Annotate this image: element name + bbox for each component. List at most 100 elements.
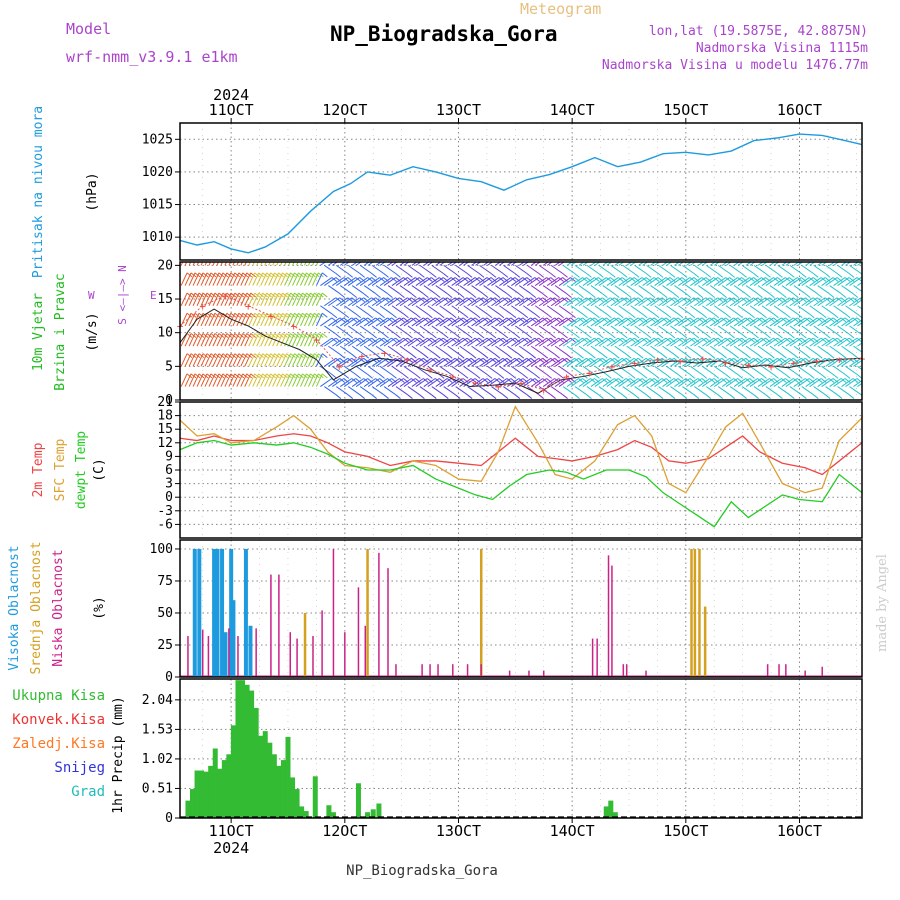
wind-barb-flag (458, 357, 465, 363)
wind-barb-flag (617, 313, 624, 319)
wind-barb-flag (578, 378, 584, 383)
wind-barb (713, 337, 726, 347)
wind-barb-flag (478, 277, 485, 282)
wind-barb-flag (570, 277, 576, 282)
wind-barb-flag (482, 317, 489, 323)
station-title: NP_Biogradska_Gora (330, 22, 558, 46)
wind-barb (861, 264, 862, 267)
wind-barb-flag (804, 378, 811, 383)
wind-barb (459, 345, 472, 355)
wind-barb (837, 277, 850, 286)
wind-barb (399, 345, 412, 355)
wind-barb (570, 337, 583, 347)
panel-frame (179, 122, 863, 261)
wind-barb-flag (705, 333, 712, 339)
wind-barb (682, 297, 695, 307)
wind-barb (459, 317, 472, 327)
wind-barb-flag (701, 317, 708, 323)
wind-barb-flag (804, 317, 811, 323)
wind-barb (773, 365, 786, 375)
wind-barb (268, 272, 276, 286)
wind-barb-flag (598, 394, 604, 399)
wind-gust-marker: + (199, 300, 206, 313)
wind-barb (204, 313, 212, 327)
wind-barb (487, 365, 500, 375)
wind-barb (332, 365, 345, 375)
wind-barb (375, 262, 382, 266)
wind-barb (777, 357, 790, 367)
wind-barb-flag (745, 353, 751, 359)
wind-barb-flag (430, 357, 437, 363)
wind-barb (320, 277, 333, 286)
wind-barb (292, 333, 299, 347)
wind-barb-flag (621, 273, 628, 278)
lonlat-text: lon,lat (19.5875E, 42.8875N) (648, 24, 868, 39)
wind-barb-flag (458, 353, 465, 359)
wind-barb (256, 262, 259, 266)
wind-barb-flag (423, 317, 429, 323)
wind-barb (387, 357, 400, 367)
wind-barb (745, 262, 752, 266)
wind-barb (845, 337, 858, 347)
wind-barb-flag (873, 358, 878, 362)
wind-barb (379, 365, 392, 375)
wind-barb (678, 365, 691, 375)
wind-barb-flag (271, 253, 276, 257)
wind-barb-flag (430, 333, 437, 339)
wind-barb (447, 262, 454, 266)
wind-barb (507, 345, 520, 355)
wind-barb (475, 305, 488, 315)
wind-barb-flag (538, 273, 545, 278)
wind-barb-flag (494, 378, 501, 383)
wind-barb (307, 262, 311, 266)
wind-barb-flag (613, 293, 620, 298)
wind-barb (459, 285, 472, 295)
wind-barb (487, 305, 500, 315)
wind-barb-flag (669, 333, 676, 339)
wind-barb-flag (518, 353, 525, 359)
wind-barb-flag (510, 337, 517, 343)
wind-barb (546, 317, 559, 327)
wind-barb (534, 337, 547, 347)
wind-barb-flag (777, 394, 783, 399)
wind-barb (236, 313, 244, 327)
wind-barb-flag (207, 253, 212, 257)
wind-barb (351, 317, 364, 327)
wind-barb (614, 297, 627, 307)
wind-barb (801, 357, 814, 367)
wind-barb-flag (387, 297, 393, 303)
wind-barb (439, 277, 452, 286)
wind-barb-flag (498, 277, 505, 282)
precip-bar (199, 770, 205, 818)
wind-barb (455, 297, 468, 307)
wind-barb (463, 337, 476, 347)
wind-barb (622, 357, 635, 367)
wind-barb-flag (757, 293, 763, 298)
wind-barb-flag (191, 253, 196, 257)
wind-barb-flag (765, 337, 771, 343)
wind-barb (698, 345, 711, 355)
wind-barb (861, 304, 862, 307)
wind-barb (829, 345, 842, 355)
wind-barb-flag (594, 378, 600, 383)
wind-barb-flag (486, 373, 493, 379)
wind-barb (801, 297, 814, 307)
wind-barb-flag (641, 373, 648, 379)
wind-barb (670, 357, 683, 367)
wind-barb-flag (800, 394, 807, 399)
wind-barb-flag (705, 277, 712, 282)
wind-barb-flag (586, 357, 592, 363)
wind-barb-flag (403, 317, 409, 323)
wind-barb (721, 262, 728, 266)
temp2m-label: 2m Temp (31, 442, 46, 497)
wind-barb-flag (562, 297, 568, 303)
wind-barb (538, 325, 551, 335)
wind-barb (825, 297, 838, 307)
wind-barb-flag (219, 253, 224, 257)
mid-cloud-bar (366, 548, 369, 677)
wind-barb (538, 264, 551, 274)
wind-barb (821, 262, 828, 266)
wind-barb-flag (530, 317, 537, 323)
low-cloud-bar (466, 664, 469, 677)
wind-barb-flag (824, 394, 831, 399)
